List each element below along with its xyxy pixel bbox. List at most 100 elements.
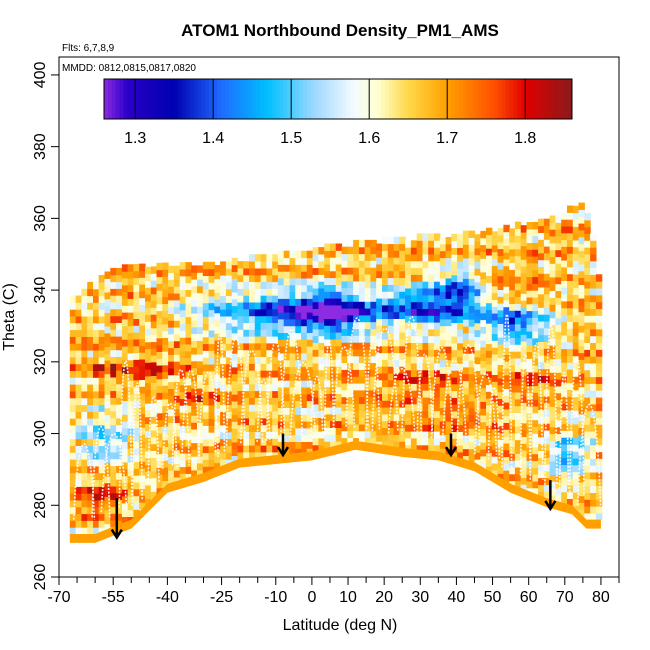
heatmap-cell xyxy=(312,301,319,309)
heatmap-cell xyxy=(225,275,233,283)
heatmap-cell xyxy=(318,376,325,384)
heatmap-cell xyxy=(93,431,100,440)
heatmap-cell xyxy=(324,434,331,442)
heatmap-cell xyxy=(358,396,366,404)
heatmap-cell xyxy=(422,301,429,309)
heatmap-cell xyxy=(260,261,267,269)
heatmap-cell xyxy=(572,348,580,357)
heatmap-cell xyxy=(584,247,591,255)
heatmap-cell xyxy=(75,445,82,453)
heatmap-cell xyxy=(168,327,175,335)
heatmap-cell xyxy=(370,355,377,364)
heatmap-cell xyxy=(595,308,603,316)
heatmap-cell xyxy=(243,397,250,405)
heatmap-cell xyxy=(104,523,111,531)
heatmap-cell xyxy=(514,432,522,441)
heatmap-cell xyxy=(156,474,163,482)
flight-track xyxy=(171,369,190,466)
heatmap-cell xyxy=(162,310,169,318)
heatmap-cell xyxy=(561,341,568,350)
heatmap-cell xyxy=(301,312,308,320)
colorbar-swatch xyxy=(318,79,323,119)
heatmap-cell xyxy=(208,309,215,317)
heatmap-cell xyxy=(214,326,221,334)
heatmap-cell xyxy=(520,266,528,274)
heatmap-cell xyxy=(434,247,441,255)
heatmap-cell xyxy=(364,301,372,309)
heatmap-cell xyxy=(364,362,372,370)
heatmap-cell xyxy=(439,284,447,293)
heatmap-cell xyxy=(133,311,140,319)
heatmap-cell xyxy=(168,476,175,485)
heatmap-cell xyxy=(121,496,129,504)
heatmap-cell xyxy=(462,394,470,402)
heatmap-cell xyxy=(145,362,152,370)
heatmap-cell xyxy=(555,236,562,244)
heatmap-cell xyxy=(439,359,447,368)
heatmap-cell xyxy=(532,262,539,271)
heatmap-cell xyxy=(416,267,424,275)
heatmap-cell xyxy=(301,264,308,272)
heatmap-cell xyxy=(75,431,82,440)
heatmap-cell xyxy=(410,431,418,439)
heatmap-cell xyxy=(133,454,140,463)
heatmap-cell xyxy=(168,402,175,410)
heatmap-cell xyxy=(567,273,574,281)
y-tick-label: 340 xyxy=(32,277,49,304)
heatmap-cell xyxy=(520,307,528,315)
heatmap-cell xyxy=(462,407,470,416)
colorbar-swatch xyxy=(228,79,234,119)
heatmap-cell xyxy=(584,288,591,296)
heatmap-cell xyxy=(509,289,516,298)
heatmap-cell xyxy=(93,356,100,365)
heatmap-cell xyxy=(497,289,504,297)
heatmap-cell xyxy=(347,389,354,398)
heatmap-cell xyxy=(567,498,574,506)
heatmap-cell xyxy=(179,364,187,372)
heatmap-cell xyxy=(110,431,117,439)
heatmap-cell xyxy=(468,291,476,300)
heatmap-cell xyxy=(572,226,580,234)
heatmap-cell xyxy=(110,356,117,364)
heatmap-cell xyxy=(399,243,406,251)
heatmap-cell xyxy=(399,420,406,428)
heatmap-cell xyxy=(243,281,250,289)
heatmap-cell xyxy=(474,268,481,276)
heatmap-cell xyxy=(249,261,256,269)
heatmap-cell xyxy=(428,383,435,391)
heatmap-cell xyxy=(422,288,429,296)
heatmap-cell xyxy=(567,423,574,431)
heatmap-cell xyxy=(214,421,221,430)
heatmap-cell xyxy=(538,464,545,472)
heatmap-cell xyxy=(202,268,210,276)
heatmap-cell xyxy=(110,376,117,385)
heatmap-cell xyxy=(526,371,533,380)
heatmap-cell xyxy=(399,270,406,279)
heatmap-cell xyxy=(173,422,181,430)
heatmap-cell xyxy=(451,233,458,242)
colorbar-swatch xyxy=(224,79,230,119)
heatmap-cell xyxy=(520,232,528,240)
heatmap-cell xyxy=(462,264,470,272)
heatmap-cell xyxy=(145,437,152,445)
heatmap-cell xyxy=(277,400,285,408)
heatmap-cell xyxy=(69,336,77,344)
colorbar-swatch xyxy=(185,79,191,119)
heatmap-cell xyxy=(364,328,372,336)
heatmap-cell xyxy=(353,260,360,268)
heatmap-cell xyxy=(543,464,551,472)
heatmap-cell xyxy=(347,376,354,384)
heatmap-cell xyxy=(370,260,377,268)
heatmap-cell xyxy=(145,396,152,404)
heatmap-cell xyxy=(358,328,366,336)
heatmap-cell xyxy=(462,237,470,245)
heatmap-cell xyxy=(520,456,528,465)
heatmap-cell xyxy=(220,356,227,365)
heatmap-cell xyxy=(555,276,562,285)
heatmap-cell xyxy=(358,417,366,425)
heatmap-cell xyxy=(156,480,163,489)
heatmap-cell xyxy=(561,260,568,268)
heatmap-cell xyxy=(208,452,215,460)
heatmap-cell xyxy=(491,367,499,375)
